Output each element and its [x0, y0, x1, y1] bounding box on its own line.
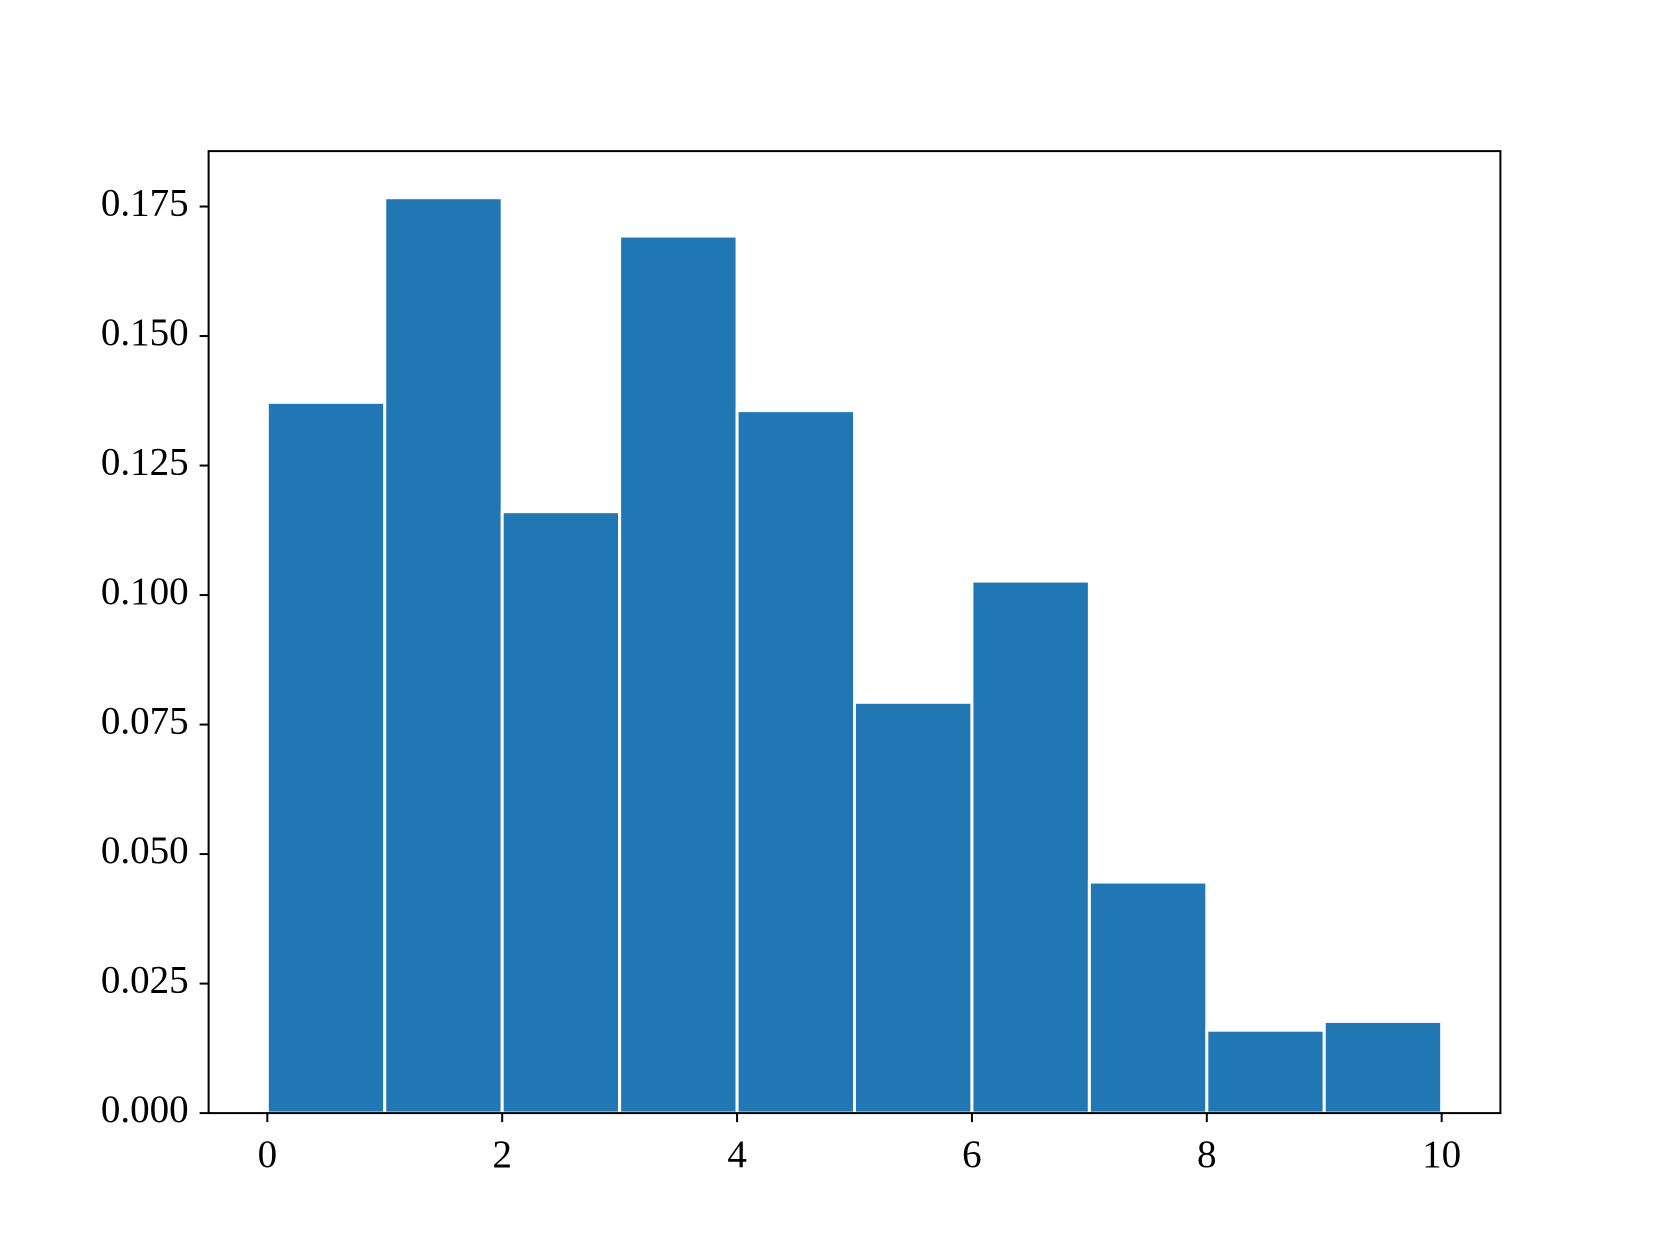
y-tick-label: 0.100: [101, 570, 189, 613]
bar: [500, 510, 622, 1115]
bar: [1322, 1019, 1444, 1115]
bar: [853, 700, 974, 1115]
x-tick-label: 10: [1422, 1133, 1461, 1176]
y-tick-label: 0.050: [101, 829, 189, 872]
y-tick-label: 0.125: [101, 441, 189, 484]
x-tick-label: 4: [727, 1133, 747, 1176]
bar: [970, 579, 1091, 1115]
y-tick-label: 0.075: [101, 700, 189, 743]
x-tick-label: 0: [258, 1133, 278, 1176]
bar: [265, 400, 387, 1115]
x-tick-label: 2: [492, 1133, 512, 1176]
bar: [735, 409, 857, 1115]
y-tick-label: 0.150: [101, 311, 189, 354]
bar: [618, 234, 739, 1115]
y-tick-label: 0.000: [101, 1088, 189, 1131]
y-tick-label: 0.025: [101, 959, 189, 1002]
plot-frame: [207, 150, 1502, 1115]
bar: [383, 196, 504, 1115]
x-tick-label: 6: [962, 1133, 982, 1176]
bar: [1087, 880, 1209, 1115]
x-tick-label: 8: [1197, 1133, 1217, 1176]
bar: [1205, 1028, 1326, 1115]
y-tick-label: 0.175: [101, 181, 189, 224]
